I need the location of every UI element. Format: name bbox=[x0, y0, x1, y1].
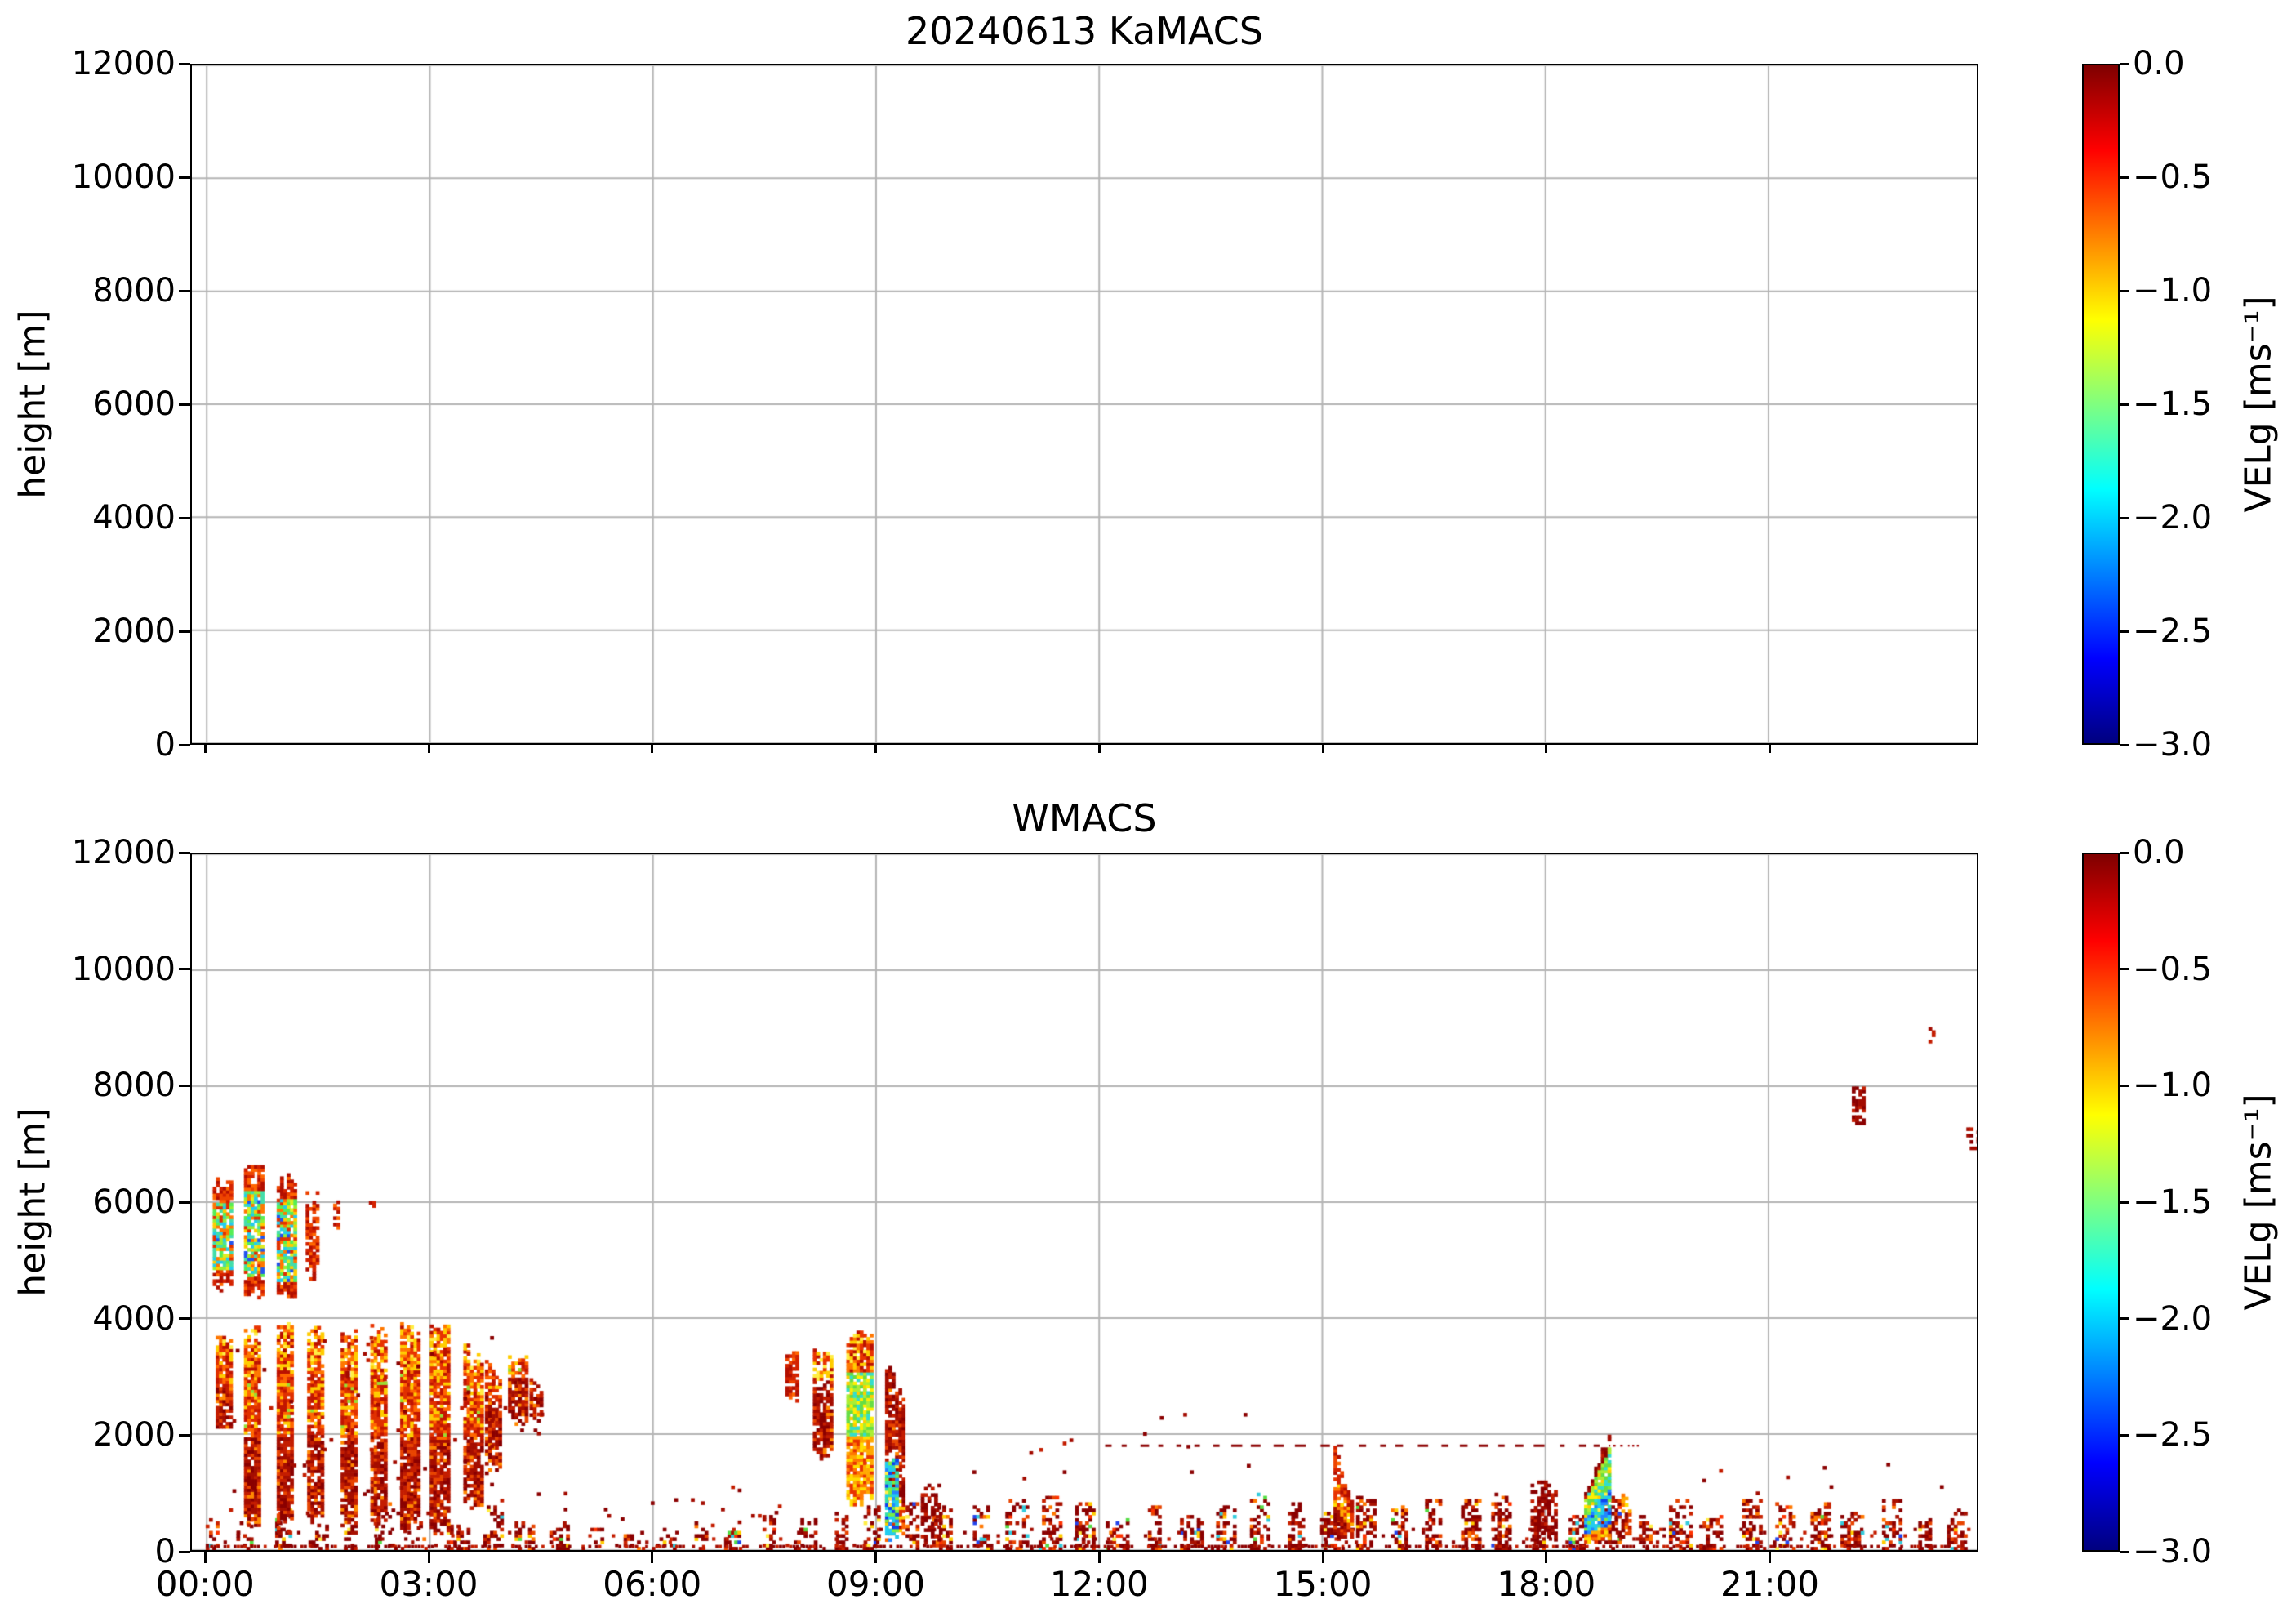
colorbar-tick-label: −0.5 bbox=[2133, 950, 2213, 988]
colorbar-tick-mark bbox=[2120, 743, 2129, 746]
y-tick-label: 8000 bbox=[92, 272, 176, 310]
x-tick-mark bbox=[1321, 745, 1324, 753]
y-tick-mark bbox=[179, 1550, 190, 1553]
x-tick-label: 09:00 bbox=[825, 1564, 926, 1604]
x-tick-mark bbox=[1769, 1552, 1771, 1563]
colorbar-tick-label: −3.0 bbox=[2133, 726, 2213, 764]
colorbar-tick-mark bbox=[2120, 1317, 2129, 1321]
x-tick-mark bbox=[427, 745, 430, 753]
x-tick-mark bbox=[427, 1552, 430, 1563]
colorbar-tick-mark bbox=[2120, 1550, 2129, 1553]
y-tick-mark bbox=[179, 743, 190, 746]
x-tick-mark bbox=[1545, 745, 1548, 753]
y-tick-mark bbox=[179, 403, 190, 406]
colorbar-tick-label: −1.5 bbox=[2133, 385, 2213, 423]
y-tick-mark bbox=[179, 1317, 190, 1321]
y-tick-label: 0 bbox=[154, 1533, 176, 1570]
y-tick-mark bbox=[179, 516, 190, 519]
y-tick-label: 4000 bbox=[92, 1299, 176, 1338]
x-tick-label: 12:00 bbox=[1049, 1564, 1149, 1604]
colorbar-tick-label: −3.0 bbox=[2133, 1533, 2213, 1570]
y-tick-mark bbox=[179, 62, 190, 65]
x-tick-mark bbox=[874, 1552, 877, 1563]
y-tick-mark bbox=[179, 176, 190, 179]
x-tick-label: 18:00 bbox=[1497, 1564, 1596, 1604]
x-tick-mark bbox=[1097, 745, 1101, 753]
colorbar-tick-label: −2.0 bbox=[2133, 1299, 2213, 1338]
x-tick-mark bbox=[874, 745, 877, 753]
colorbar-tick-label: −1.5 bbox=[2133, 1183, 2213, 1221]
kamacs-colorbar bbox=[2082, 64, 2120, 745]
x-tick-label: 15:00 bbox=[1273, 1564, 1373, 1604]
y-tick-label: 12000 bbox=[71, 834, 176, 871]
x-tick-mark bbox=[1545, 1552, 1548, 1563]
colorbar-tick-label: −1.0 bbox=[2133, 272, 2213, 310]
x-tick-label: 00:00 bbox=[155, 1564, 255, 1604]
colorbar-tick-mark bbox=[2120, 289, 2129, 292]
kamacs-plot-area bbox=[190, 64, 1978, 745]
colorbar-tick-mark bbox=[2120, 516, 2129, 519]
colorbar-tick-mark bbox=[2120, 1433, 2129, 1437]
wmacs-plot-area bbox=[190, 853, 1978, 1552]
colorbar-tick-mark bbox=[2120, 403, 2129, 406]
x-tick-mark bbox=[1769, 745, 1771, 753]
colorbar-tick-mark bbox=[2120, 630, 2129, 633]
colorbar-tick-mark bbox=[2120, 1200, 2129, 1204]
y-tick-mark bbox=[179, 968, 190, 971]
colorbar-tick-mark bbox=[2120, 1084, 2129, 1087]
y-tick-mark bbox=[179, 630, 190, 633]
x-tick-mark bbox=[203, 1552, 207, 1563]
wmacs-heatmap-canvas bbox=[192, 854, 1977, 1550]
y-tick-label: 10000 bbox=[71, 950, 176, 988]
x-tick-label: 03:00 bbox=[379, 1564, 478, 1604]
colorbar-tick-label: −0.5 bbox=[2133, 158, 2213, 196]
x-tick-label: 06:00 bbox=[603, 1564, 702, 1604]
y-tick-label: 8000 bbox=[92, 1067, 176, 1105]
kamacs-heatmap-canvas bbox=[192, 65, 1977, 743]
x-tick-label: 21:00 bbox=[1720, 1564, 1820, 1604]
colorbar-tick-label: 0.0 bbox=[2133, 45, 2185, 82]
colorbar-tick-mark bbox=[2120, 851, 2129, 854]
wmacs-colorbar bbox=[2082, 853, 2120, 1552]
y-tick-label: 6000 bbox=[92, 385, 176, 423]
colorbar-tick-label: −1.0 bbox=[2133, 1067, 2213, 1105]
colorbar-tick-label: 0.0 bbox=[2133, 834, 2185, 871]
colorbar-tick-label: −2.5 bbox=[2133, 612, 2213, 650]
y-tick-label: 2000 bbox=[92, 1416, 176, 1454]
x-tick-mark bbox=[651, 745, 654, 753]
y-tick-label: 6000 bbox=[92, 1183, 176, 1221]
colorbar-tick-mark bbox=[2120, 176, 2129, 179]
x-tick-mark bbox=[1097, 1552, 1101, 1563]
kamacs-panel-title: 20240613 KaMACS bbox=[905, 9, 1263, 53]
y-tick-mark bbox=[179, 1200, 190, 1204]
y-tick-label: 0 bbox=[154, 726, 176, 764]
y-tick-mark bbox=[179, 1084, 190, 1087]
y-tick-label: 12000 bbox=[71, 45, 176, 82]
y-tick-label: 10000 bbox=[71, 158, 176, 196]
y-tick-mark bbox=[179, 1433, 190, 1437]
x-tick-mark bbox=[651, 1552, 654, 1563]
y-tick-mark bbox=[179, 851, 190, 854]
colorbar-tick-mark bbox=[2120, 968, 2129, 971]
wmacs-panel-title: WMACS bbox=[1012, 796, 1157, 840]
y-tick-mark bbox=[179, 289, 190, 292]
colorbar-tick-label: −2.0 bbox=[2133, 499, 2213, 537]
colorbar-tick-mark bbox=[2120, 62, 2129, 65]
x-tick-mark bbox=[203, 745, 207, 753]
x-tick-mark bbox=[1321, 1552, 1324, 1563]
colorbar-tick-label: −2.5 bbox=[2133, 1416, 2213, 1454]
y-tick-label: 4000 bbox=[92, 499, 176, 537]
y-tick-label: 2000 bbox=[92, 612, 176, 650]
